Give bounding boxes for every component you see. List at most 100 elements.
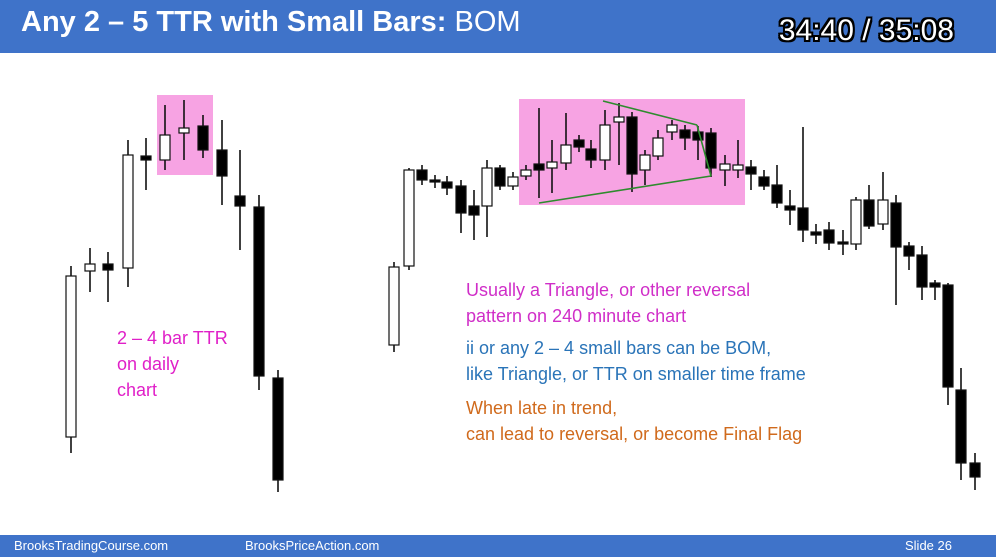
- note-line: ii or any 2 – 4 small bars can be BOM,: [466, 338, 772, 358]
- candle: [679, 125, 691, 150]
- slide-title-symbol: BOM: [454, 6, 521, 38]
- triangle-right-line: [696, 124, 712, 177]
- note-daily-ttr: 2 – 4 bar TTR on daily chart: [117, 325, 228, 403]
- bull-candle-body: [481, 167, 493, 207]
- bear-candle-body: [929, 282, 941, 288]
- candle: [234, 150, 246, 250]
- bear-candle-body: [455, 185, 467, 214]
- candle: [705, 128, 717, 177]
- bear-candle-body: [810, 231, 822, 236]
- bear-candle-body: [468, 205, 480, 216]
- candle: [122, 140, 134, 287]
- bear-candle-body: [140, 155, 152, 161]
- bear-candle-body: [216, 149, 228, 177]
- candle: [732, 140, 744, 178]
- candle: [416, 165, 428, 185]
- candle: [745, 160, 757, 190]
- note-line: Usually a Triangle, or other reversal: [466, 280, 751, 300]
- bear-candle-body: [679, 129, 691, 139]
- candle: [810, 224, 822, 244]
- note-small-bars: ii or any 2 – 4 small bars can be BOM, l…: [466, 335, 806, 387]
- note-line: pattern on 240 minute chart: [466, 306, 687, 326]
- candle: [916, 246, 928, 300]
- candle: [140, 138, 152, 190]
- candle: [65, 266, 77, 453]
- bull-candle-body: [178, 127, 190, 134]
- note-line: When late in trend,: [466, 398, 618, 418]
- candle: [890, 195, 902, 305]
- bear-candle-body: [771, 184, 783, 204]
- bull-candle-body: [877, 199, 889, 225]
- candle: [903, 242, 915, 270]
- candle: [253, 195, 265, 390]
- bear-candle-body: [916, 254, 928, 288]
- bear-candle-body: [234, 195, 246, 207]
- candle: [929, 280, 941, 300]
- slide-header: Any 2 – 5 TTR with Small Bars: BOM 34:40…: [0, 0, 996, 53]
- bull-candle-body: [403, 169, 415, 267]
- slide-footer: BrooksTradingCourse.com BrooksPriceActio…: [0, 535, 996, 557]
- note-triangle: Usually a Triangle, or other reversal pa…: [466, 277, 750, 329]
- note-line: like Triangle, or TTR on smaller time fr…: [466, 364, 806, 384]
- footer-brooks-trading-course: BrooksTradingCourse.com: [14, 538, 169, 553]
- bear-candle-body: [823, 229, 835, 244]
- candle: [159, 105, 171, 170]
- candle: [797, 127, 809, 242]
- bear-candle-body: [441, 181, 453, 189]
- bull-candle-body: [560, 144, 572, 164]
- candle: [652, 130, 664, 160]
- candle: [585, 140, 597, 168]
- bear-candle-body: [494, 167, 506, 187]
- bull-candle-body: [546, 161, 558, 169]
- bear-candle-body: [837, 241, 849, 245]
- candle: [719, 155, 731, 186]
- candle: [546, 140, 558, 193]
- candle: [388, 262, 400, 352]
- bull-candle-body: [639, 154, 651, 171]
- note-line: can lead to reversal, or become Final Fl…: [466, 424, 803, 444]
- bear-candle-body: [863, 199, 875, 227]
- note-late-trend: When late in trend, can lead to reversal…: [466, 395, 802, 447]
- bull-candle-body: [65, 275, 77, 438]
- candle: [520, 165, 532, 180]
- bear-candle-body: [253, 206, 265, 377]
- candle: [533, 108, 545, 198]
- bull-candle-body: [388, 266, 400, 346]
- candle: [481, 160, 493, 237]
- candle: [102, 252, 114, 302]
- candle: [429, 175, 441, 188]
- candle: [178, 100, 190, 160]
- candle: [837, 230, 849, 255]
- bear-candle-body: [692, 131, 704, 141]
- candle: [468, 190, 480, 240]
- candle: [771, 165, 783, 208]
- bear-candle-body: [705, 132, 717, 169]
- bear-candle-body: [626, 116, 638, 175]
- footer-brooks-price-action: BrooksPriceAction.com: [245, 538, 380, 553]
- slide-number: Slide 26: [905, 538, 952, 553]
- candle: [216, 120, 228, 205]
- bear-candle-body: [573, 139, 585, 148]
- bear-candle-body: [585, 148, 597, 161]
- triangle-lower-line: [538, 175, 712, 204]
- candle: [626, 112, 638, 192]
- candle: [84, 248, 96, 292]
- bear-candle-body: [784, 205, 796, 211]
- candle: [666, 120, 678, 140]
- bull-candle-body: [520, 169, 532, 177]
- triangle-upper-line: [602, 100, 698, 126]
- note-line: on daily: [117, 354, 180, 374]
- candle: [455, 180, 467, 233]
- bear-candle-body: [942, 284, 954, 388]
- candle: [197, 115, 209, 158]
- candle: [639, 150, 651, 185]
- bull-candle-body: [732, 164, 744, 171]
- note-line: chart: [117, 380, 158, 400]
- bull-candle-body: [613, 116, 625, 123]
- candle: [850, 197, 862, 250]
- triangle-pattern: [538, 100, 712, 204]
- candle: [494, 165, 506, 190]
- candle: [272, 370, 284, 492]
- bear-candle-body: [955, 389, 967, 464]
- bear-candle-body: [533, 163, 545, 171]
